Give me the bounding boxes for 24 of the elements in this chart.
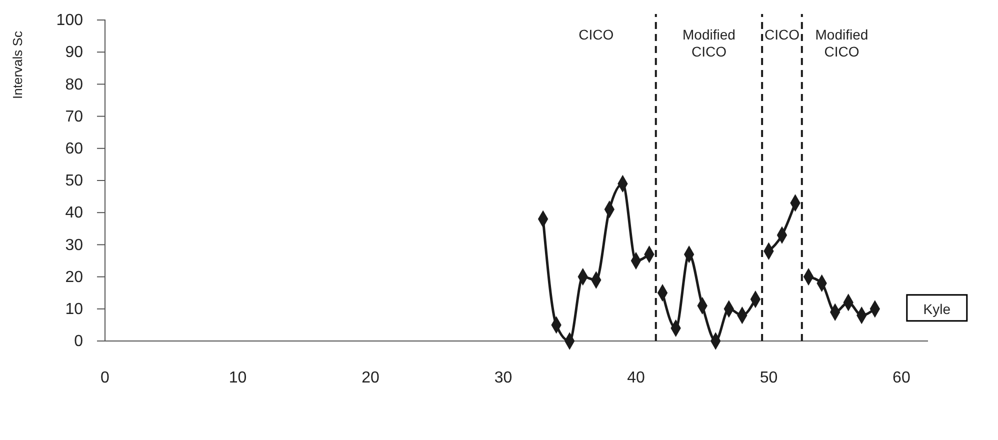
y-tick-label: 60	[65, 140, 84, 158]
y-tick-label: 80	[65, 76, 84, 94]
y-tick-label: 20	[65, 268, 84, 286]
annotation: CICO	[578, 26, 614, 42]
x-tick-label: 30	[494, 369, 512, 386]
y-axis-title: Intervals Sc	[10, 30, 25, 99]
y-tick-label: 70	[65, 108, 84, 126]
x-tick-label: 10	[228, 369, 247, 386]
annotation: Modified CICO	[815, 26, 868, 60]
y-tick-label: 40	[65, 204, 84, 222]
annotation: Modified CICO	[682, 26, 736, 60]
y-tick-label: 10	[65, 301, 84, 318]
y-tick-label: 0	[74, 333, 84, 350]
y-tick-label: 100	[56, 12, 84, 30]
x-tick-label: 40	[627, 369, 645, 386]
x-tick-label: 50	[760, 369, 778, 386]
x-tick-label: 60	[892, 369, 910, 386]
text: Kyle	[923, 300, 951, 317]
x-tick-label: 20	[362, 369, 380, 386]
y-tick-label: 50	[65, 172, 84, 190]
x-tick-label: 0	[100, 369, 110, 386]
y-tick-label: 30	[65, 236, 84, 254]
y-tick-label: 90	[65, 44, 84, 62]
annotation: CICO	[764, 26, 800, 42]
